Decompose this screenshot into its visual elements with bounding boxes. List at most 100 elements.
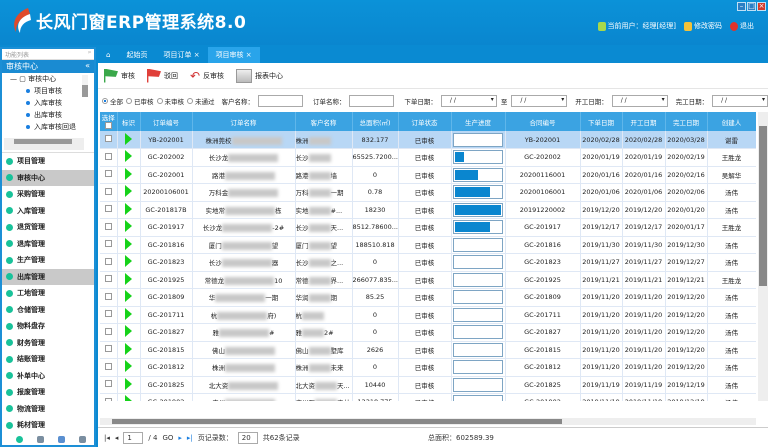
page-size-input[interactable]: 20 xyxy=(237,431,258,444)
menu-item[interactable]: 结账管理 xyxy=(2,351,94,368)
status-radio[interactable]: 已审核 xyxy=(126,96,154,106)
column-header[interactable]: 合同编号 xyxy=(505,112,581,131)
reject-button[interactable]: 驳回 xyxy=(147,68,178,83)
tab[interactable]: 项目审核 × xyxy=(207,47,260,63)
menu-item[interactable]: 补单中心 xyxy=(2,368,94,385)
row-checkbox[interactable] xyxy=(104,327,112,335)
column-header[interactable]: 完工日期 xyxy=(665,112,708,131)
table-row[interactable]: YB-202001 株洲莞校 株洲 832.177 已审核 YB-202001 … xyxy=(100,131,756,149)
row-checkbox[interactable] xyxy=(104,310,112,318)
table-row[interactable]: GC-201823 长沙器 长沙 之... 0 已审核 GC-201823 201… xyxy=(100,253,756,272)
menu-item[interactable]: 入库管理 xyxy=(2,203,94,220)
tab[interactable]: 起始页 xyxy=(126,51,148,59)
menu-item[interactable]: 审核中心 xyxy=(2,169,94,186)
column-header[interactable]: 开工日期 xyxy=(622,112,666,131)
column-header[interactable]: 生产进度 xyxy=(451,112,506,131)
menu-item[interactable]: 项目管理 xyxy=(2,153,94,170)
row-checkbox[interactable] xyxy=(104,345,112,353)
row-checkbox[interactable] xyxy=(104,152,112,160)
tree-root[interactable]: — ▢ 审核中心 xyxy=(10,75,57,83)
last-page-button[interactable]: ▸| xyxy=(186,433,193,442)
table-row[interactable]: GC-201827 雅 # 雅 2# 0 已审核 GC-201827 2019/11… xyxy=(100,323,756,342)
row-checkbox[interactable] xyxy=(104,380,112,388)
tab[interactable]: 项目订单 × xyxy=(163,51,200,59)
report-center-button[interactable]: 报表中心 xyxy=(236,68,283,83)
next-page-button[interactable]: ▸ xyxy=(178,433,182,442)
column-header[interactable]: 选择 xyxy=(100,112,118,131)
table-row[interactable]: GC-201817B 实地常栋 实地 #... 18230 已审核 2019122… xyxy=(100,201,756,219)
row-checkbox[interactable] xyxy=(104,275,112,283)
tree-item-inbound-audit[interactable]: 入库审核 xyxy=(2,97,94,109)
tree-horizontal-scrollbar[interactable] xyxy=(4,138,84,150)
tree-item-outbound-audit[interactable]: 出库审核 xyxy=(2,109,94,121)
order-name-input[interactable] xyxy=(349,95,395,107)
column-header[interactable]: 客户名称 xyxy=(295,112,353,131)
finish-date[interactable]: / / xyxy=(712,95,768,107)
collapse-icon[interactable]: « xyxy=(85,61,90,70)
logout-link[interactable]: 退出 xyxy=(730,21,754,31)
change-password-link[interactable]: 修改密码 xyxy=(684,21,722,31)
row-checkbox[interactable] xyxy=(104,187,112,195)
page-input[interactable]: 1 xyxy=(123,431,144,444)
table-row[interactable]: GC-201825 北大资 北大资 天... 10440 已审核 GC-20182… xyxy=(100,376,756,394)
menu-item[interactable]: 工地管理 xyxy=(2,285,94,302)
status-radio[interactable]: 未通过 xyxy=(187,96,215,106)
unaudit-button[interactable]: ↶ 反审核 xyxy=(190,68,225,83)
maximize-button[interactable]: □ xyxy=(747,2,756,11)
menu-item[interactable]: 退货管理 xyxy=(2,219,94,236)
audit-button[interactable]: 审核 xyxy=(104,68,135,83)
table-row[interactable]: GC-202002 长沙龙 长沙 65525.7200... 已审核 GC-20… xyxy=(100,148,756,167)
close-tab-icon[interactable]: × xyxy=(245,51,252,59)
menu-item[interactable]: 出库管理 xyxy=(2,268,94,285)
row-checkbox[interactable] xyxy=(104,257,112,265)
column-header[interactable]: 订单状态 xyxy=(398,112,452,131)
menu-item[interactable]: 耗材管理 xyxy=(2,417,94,434)
table-row[interactable]: GC-201816 厦门望 厦门望 188510.818 已审核 GC-2018… xyxy=(100,236,756,254)
status-radio[interactable]: 全部 xyxy=(102,96,123,106)
first-page-button[interactable]: |◂ xyxy=(104,433,110,442)
column-header[interactable]: 下单日期 xyxy=(580,112,623,131)
menu-item[interactable]: 财务管理 xyxy=(2,335,94,352)
menu-item[interactable]: 退库管理 xyxy=(2,236,94,253)
order-date-from[interactable]: / / xyxy=(440,95,497,107)
menu-item[interactable]: 物流管理 xyxy=(2,401,94,418)
table-row[interactable]: GC-202001 路港 路港墙 0 已审核 20200116001 2020/… xyxy=(100,166,756,184)
table-row[interactable]: GC-201812 株洲 株洲 未来 0 已审核 GC-201812 2019/1… xyxy=(100,358,756,377)
table-row[interactable]: GC-201809 华一期 华润期 85.25 已审核 GC-201809 20… xyxy=(100,288,756,307)
table-row[interactable]: GC-201917 长沙龙 -2# 长沙 天... 8512.78600... 已审… xyxy=(100,218,756,237)
prev-page-button[interactable]: ◂ xyxy=(114,433,119,442)
pin-icon[interactable]: ᵖ xyxy=(88,50,91,57)
grid-horizontal-scrollbar[interactable] xyxy=(100,418,756,425)
footer-icon-1[interactable] xyxy=(16,436,23,443)
row-checkbox[interactable] xyxy=(104,240,112,248)
menu-item[interactable]: 物料盘存 xyxy=(2,318,94,335)
book-icon[interactable] xyxy=(58,436,65,443)
menu-item[interactable]: 仓储管理 xyxy=(2,302,94,319)
select-all-checkbox[interactable] xyxy=(104,122,112,129)
row-checkbox[interactable] xyxy=(104,362,112,370)
home-icon[interactable]: ⌂ xyxy=(106,51,111,59)
start-date[interactable]: / / xyxy=(611,95,668,107)
tree-vertical-scrollbar[interactable] xyxy=(82,75,88,97)
row-checkbox[interactable] xyxy=(104,222,112,230)
tree-item-inbound-rollback[interactable]: 入库审核回退 xyxy=(2,121,94,133)
table-row[interactable]: GC-201815 佛山 佛山 墅库 2626 已审核 GC-201815 201… xyxy=(100,341,756,359)
tools-icon[interactable] xyxy=(79,436,86,443)
order-date-to[interactable]: / / xyxy=(511,95,568,107)
table-row[interactable]: GC-201711 杭府) 杭 0 已审核 GC-201711 2019/11/… xyxy=(100,306,756,324)
close-tab-icon[interactable]: × xyxy=(193,51,200,59)
tree-item-project-audit[interactable]: 项目审核 xyxy=(2,85,94,97)
row-checkbox[interactable] xyxy=(104,205,112,213)
table-row[interactable]: 20200106001 万科金 万科 一期 0.78 已审核 2020010600… xyxy=(100,183,756,202)
table-row[interactable]: GC-201902 广州 广州万森林 13318.775 已审核 GC-2019… xyxy=(100,393,756,401)
menu-item[interactable]: 采购管理 xyxy=(2,186,94,203)
row-checkbox[interactable] xyxy=(104,292,112,300)
column-header[interactable]: 总面积(㎡) xyxy=(352,112,399,131)
column-header[interactable]: 订单编号 xyxy=(140,112,193,131)
close-button[interactable]: × xyxy=(757,2,766,11)
cart-icon[interactable] xyxy=(37,436,44,443)
menu-item[interactable]: 报废管理 xyxy=(2,384,94,401)
column-header[interactable]: 标识 xyxy=(117,112,141,131)
row-checkbox[interactable] xyxy=(104,397,112,401)
grid-vertical-scrollbar[interactable] xyxy=(758,112,768,401)
